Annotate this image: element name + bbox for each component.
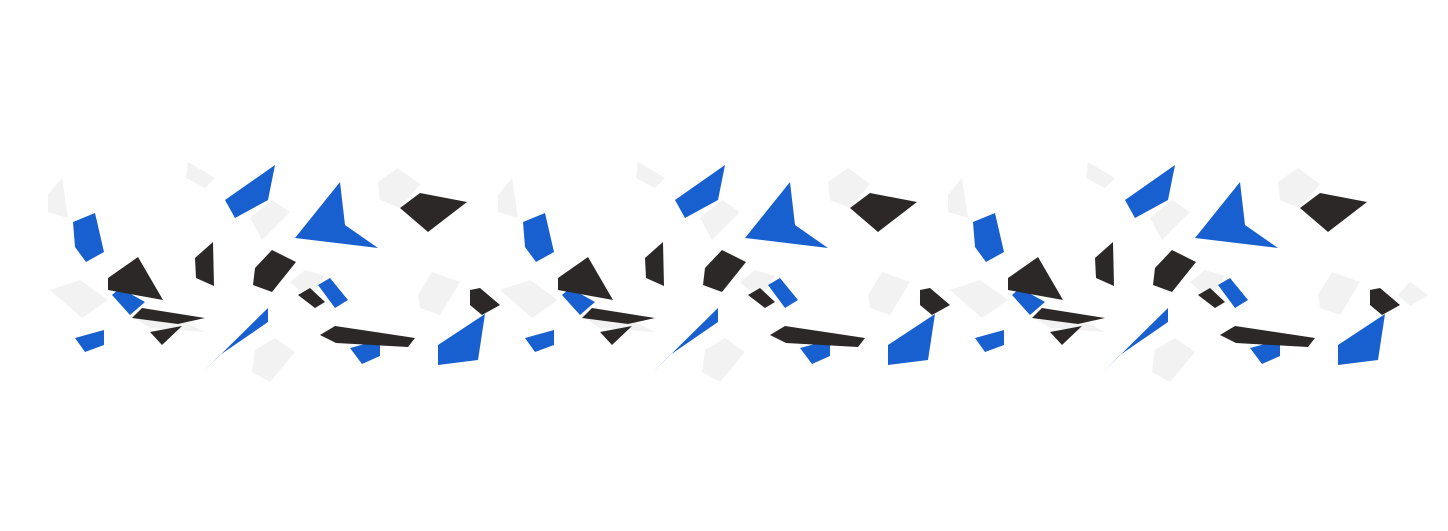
dark-shard [558, 257, 613, 300]
blue-shard [1125, 165, 1175, 218]
dark-shard [600, 326, 632, 345]
dark-shard [1300, 193, 1367, 232]
dark-shard [1008, 257, 1063, 300]
dark-shard [1198, 288, 1225, 308]
dark-shard [748, 288, 775, 308]
dark-shard [298, 288, 325, 308]
light-shard [1035, 318, 1105, 332]
light-shard [948, 178, 968, 218]
blue-shard [350, 340, 380, 364]
dark-shard [1370, 288, 1400, 315]
light-shard [700, 200, 740, 240]
dark-shard [1032, 308, 1105, 324]
blue-shard [523, 213, 554, 262]
blue-shard [562, 288, 595, 315]
blue-shard [438, 314, 485, 365]
light-shard [250, 200, 290, 240]
light-shard [740, 270, 775, 300]
dark-shard [108, 257, 163, 300]
blue-shard [73, 213, 104, 262]
blue-shard [888, 314, 935, 365]
blue-shard [1338, 314, 1385, 365]
dark-shard [1220, 326, 1315, 347]
light-shard [585, 318, 655, 332]
blue-shard [112, 288, 145, 315]
blue-shard [973, 213, 1004, 262]
blue-shard [1250, 340, 1280, 364]
blue-shard [1103, 308, 1168, 372]
light-shard [1150, 200, 1190, 240]
light-shard [50, 280, 108, 318]
dark-shard [582, 308, 655, 324]
blue-shard [203, 308, 268, 372]
light-shard [702, 338, 745, 382]
blue-shard [75, 330, 104, 352]
blue-shard [653, 308, 718, 372]
light-shard [868, 272, 910, 315]
light-shard [1086, 162, 1115, 188]
blue-shard [768, 278, 798, 308]
dark-shard [132, 308, 205, 324]
light-shard [500, 280, 558, 318]
light-shard [252, 338, 295, 382]
light-shard [1190, 270, 1225, 300]
dark-shard [150, 326, 182, 345]
blue-shard [1195, 182, 1278, 248]
dark-shard [1050, 326, 1082, 345]
blue-shard [975, 330, 1004, 352]
dark-shard [470, 288, 500, 315]
pattern-tile [948, 162, 1400, 382]
light-shard [418, 272, 460, 315]
dark-shard [400, 193, 467, 232]
light-shard [186, 162, 215, 188]
dark-shard [645, 242, 664, 286]
dark-shard [1153, 250, 1196, 292]
light-shard [498, 178, 518, 218]
dark-shard [703, 250, 746, 292]
light-shard [135, 318, 205, 332]
dark-shard [1095, 242, 1114, 286]
light-shard [48, 178, 68, 218]
light-shard [636, 162, 665, 188]
blue-shard [225, 165, 275, 218]
light-shard [828, 168, 870, 208]
dark-shard [320, 326, 415, 347]
blue-shard [1218, 278, 1248, 308]
light-shard [290, 270, 325, 300]
light-shard [950, 280, 1008, 318]
blue-shard [745, 182, 828, 248]
blue-shard [525, 330, 554, 352]
pattern-tile [48, 162, 500, 382]
dark-shard [770, 326, 865, 347]
light-shard [1152, 338, 1195, 382]
dark-shard [195, 242, 214, 286]
dark-shard [253, 250, 296, 292]
light-shard [1318, 272, 1360, 315]
blue-shard [295, 182, 378, 248]
blue-shard [675, 165, 725, 218]
dark-shard [850, 193, 917, 232]
pattern-tile [498, 162, 950, 382]
blue-shard [800, 340, 830, 364]
light-shard [1278, 168, 1320, 208]
light-shard [378, 168, 420, 208]
light-shard [1398, 282, 1428, 306]
dark-shard [920, 288, 950, 315]
pattern-tiles [48, 162, 1428, 382]
blue-shard [318, 278, 348, 308]
blue-shard [1012, 288, 1045, 315]
